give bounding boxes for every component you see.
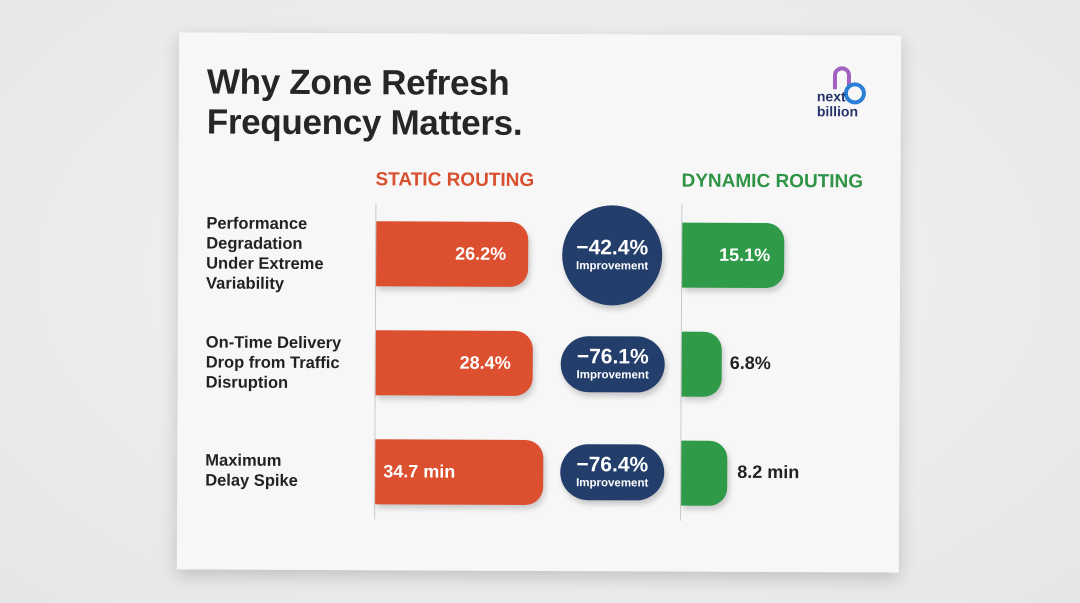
row-label-performance-degradation: Performance Degradation Under Extreme Va… — [206, 214, 324, 295]
label-line: Disruption — [205, 373, 289, 392]
nextbillion-logo: next billion — [815, 65, 879, 125]
improvement-value: −76.1% — [576, 345, 649, 369]
improvement-badge: −76.4% Improvement — [560, 444, 665, 501]
title-line-1: Why Zone Refresh — [206, 62, 510, 103]
label-line: Under Extreme — [206, 254, 324, 274]
improvement-badge: −42.4% Improvement — [561, 205, 663, 306]
label-line: On-Time Delivery — [205, 333, 342, 353]
dynamic-value-label: 8.2 min — [737, 461, 800, 483]
logo-mark-icon — [832, 66, 866, 105]
improvement-value: −76.4% — [576, 453, 649, 477]
label-line: Performance — [206, 214, 308, 233]
static-value-label: 28.4% — [459, 352, 511, 373]
logo-text-next: next — [816, 88, 846, 105]
improvement-badge: −76.1% Improvement — [560, 336, 665, 393]
label-line: Drop from Traffic — [205, 353, 340, 373]
dynamic-bar-max-delay — [681, 440, 728, 506]
dynamic-value-label: 15.1% — [719, 244, 771, 266]
static-bar-max-delay: 34.7 min — [375, 439, 544, 506]
improvement-label: Improvement — [576, 369, 649, 382]
infographic-card: Why Zone Refresh Frequency Matters. next… — [176, 32, 902, 573]
title-line-2: Frequency Matters. — [206, 102, 523, 143]
dynamic-bar-on-time — [681, 331, 722, 397]
static-bar-on-time: 28.4% — [375, 330, 533, 396]
static-value-label: 26.2% — [455, 243, 507, 264]
label-line: Delay Spike — [205, 471, 298, 490]
static-bar-performance: 26.2% — [376, 221, 529, 287]
logo-text-billion: billion — [816, 103, 859, 120]
dynamic-bar-performance: 15.1% — [682, 222, 785, 289]
label-line: Degradation — [206, 234, 303, 253]
page-title: Why Zone Refresh Frequency Matters. — [207, 63, 523, 144]
dynamic-routing-header: DYNAMIC ROUTING — [681, 170, 864, 193]
static-routing-header: STATIC ROUTING — [375, 169, 535, 191]
static-value-label: 34.7 min — [383, 461, 456, 482]
improvement-label: Improvement — [576, 477, 649, 490]
row-label-on-time-delivery: On-Time Delivery Drop from Traffic Disru… — [206, 333, 342, 394]
label-line: Maximum — [205, 451, 282, 470]
improvement-value: −42.4% — [576, 236, 649, 260]
label-line: Variability — [206, 274, 285, 293]
row-label-maximum-delay: Maximum Delay Spike — [205, 451, 298, 491]
improvement-label: Improvement — [576, 260, 649, 273]
dynamic-value-label: 6.8% — [729, 352, 771, 374]
